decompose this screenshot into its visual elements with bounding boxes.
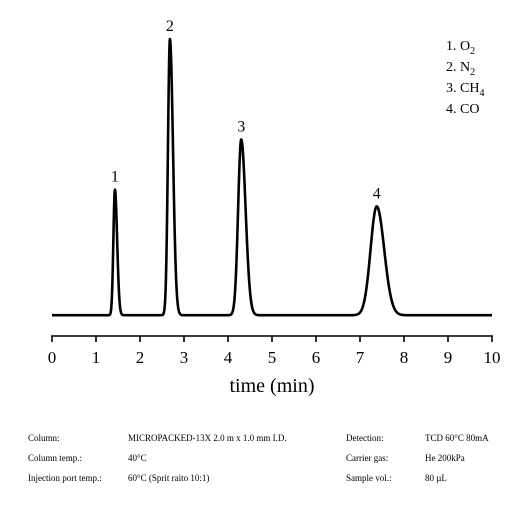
- peak-label-2: 2: [166, 18, 174, 35]
- legend-entry: 4. CO: [446, 102, 479, 117]
- x-tick-label: 0: [48, 348, 57, 367]
- legend-entry: 2. N2: [446, 60, 475, 78]
- x-tick-label: 10: [484, 348, 501, 367]
- x-tick-label: 2: [136, 348, 145, 367]
- x-tick-label: 8: [400, 348, 409, 367]
- legend-entry: 3. CH4: [446, 81, 484, 99]
- detection-label: Detection:: [346, 433, 384, 443]
- peak-label-4: 4: [373, 185, 381, 202]
- x-axis-title: time (min): [230, 375, 315, 397]
- x-tick-label: 6: [312, 348, 321, 367]
- sample-vol-value: 80 µL: [425, 473, 447, 483]
- chromatogram-trace: [50, 37, 494, 317]
- injection-port-temp-value: 60°C (Sprit raito 10:1): [128, 473, 210, 483]
- x-tick-label: 5: [268, 348, 277, 367]
- legend-entry: 1. O2: [446, 39, 475, 57]
- sample-vol-label: Sample vol.:: [346, 473, 392, 483]
- peak-label-3: 3: [237, 118, 245, 135]
- x-tick-label: 4: [224, 348, 233, 367]
- x-tick-label: 7: [356, 348, 365, 367]
- carrier-gas-value: He 200kPa: [425, 453, 465, 463]
- carrier-gas-label: Carrier gas:: [346, 453, 389, 463]
- x-tick-label: 3: [180, 348, 189, 367]
- detection-value: TCD 60°C 80mA: [425, 433, 489, 443]
- injection-port-temp-label: Injection port temp.:: [28, 473, 102, 483]
- chromatogram-chart: 1 2 3 4 0 1 2 3 4 5 6 7 8 9 10 time (min) 1. O2 2. N2 3…: [48, 18, 501, 397]
- legend: 1. O2 2. N2 3. CH4 4. CO: [446, 39, 484, 117]
- x-tick-label: 1: [92, 348, 101, 367]
- column-label: Column:: [28, 433, 60, 443]
- column-value: MICROPACKED-13X 2.0 m x 1.0 mm I.D.: [128, 433, 287, 443]
- peak-label-1: 1: [111, 169, 119, 186]
- column-temp-label: Column temp.:: [28, 453, 82, 463]
- column-temp-value: 40°C: [128, 453, 147, 463]
- x-tick-label: 9: [444, 348, 453, 367]
